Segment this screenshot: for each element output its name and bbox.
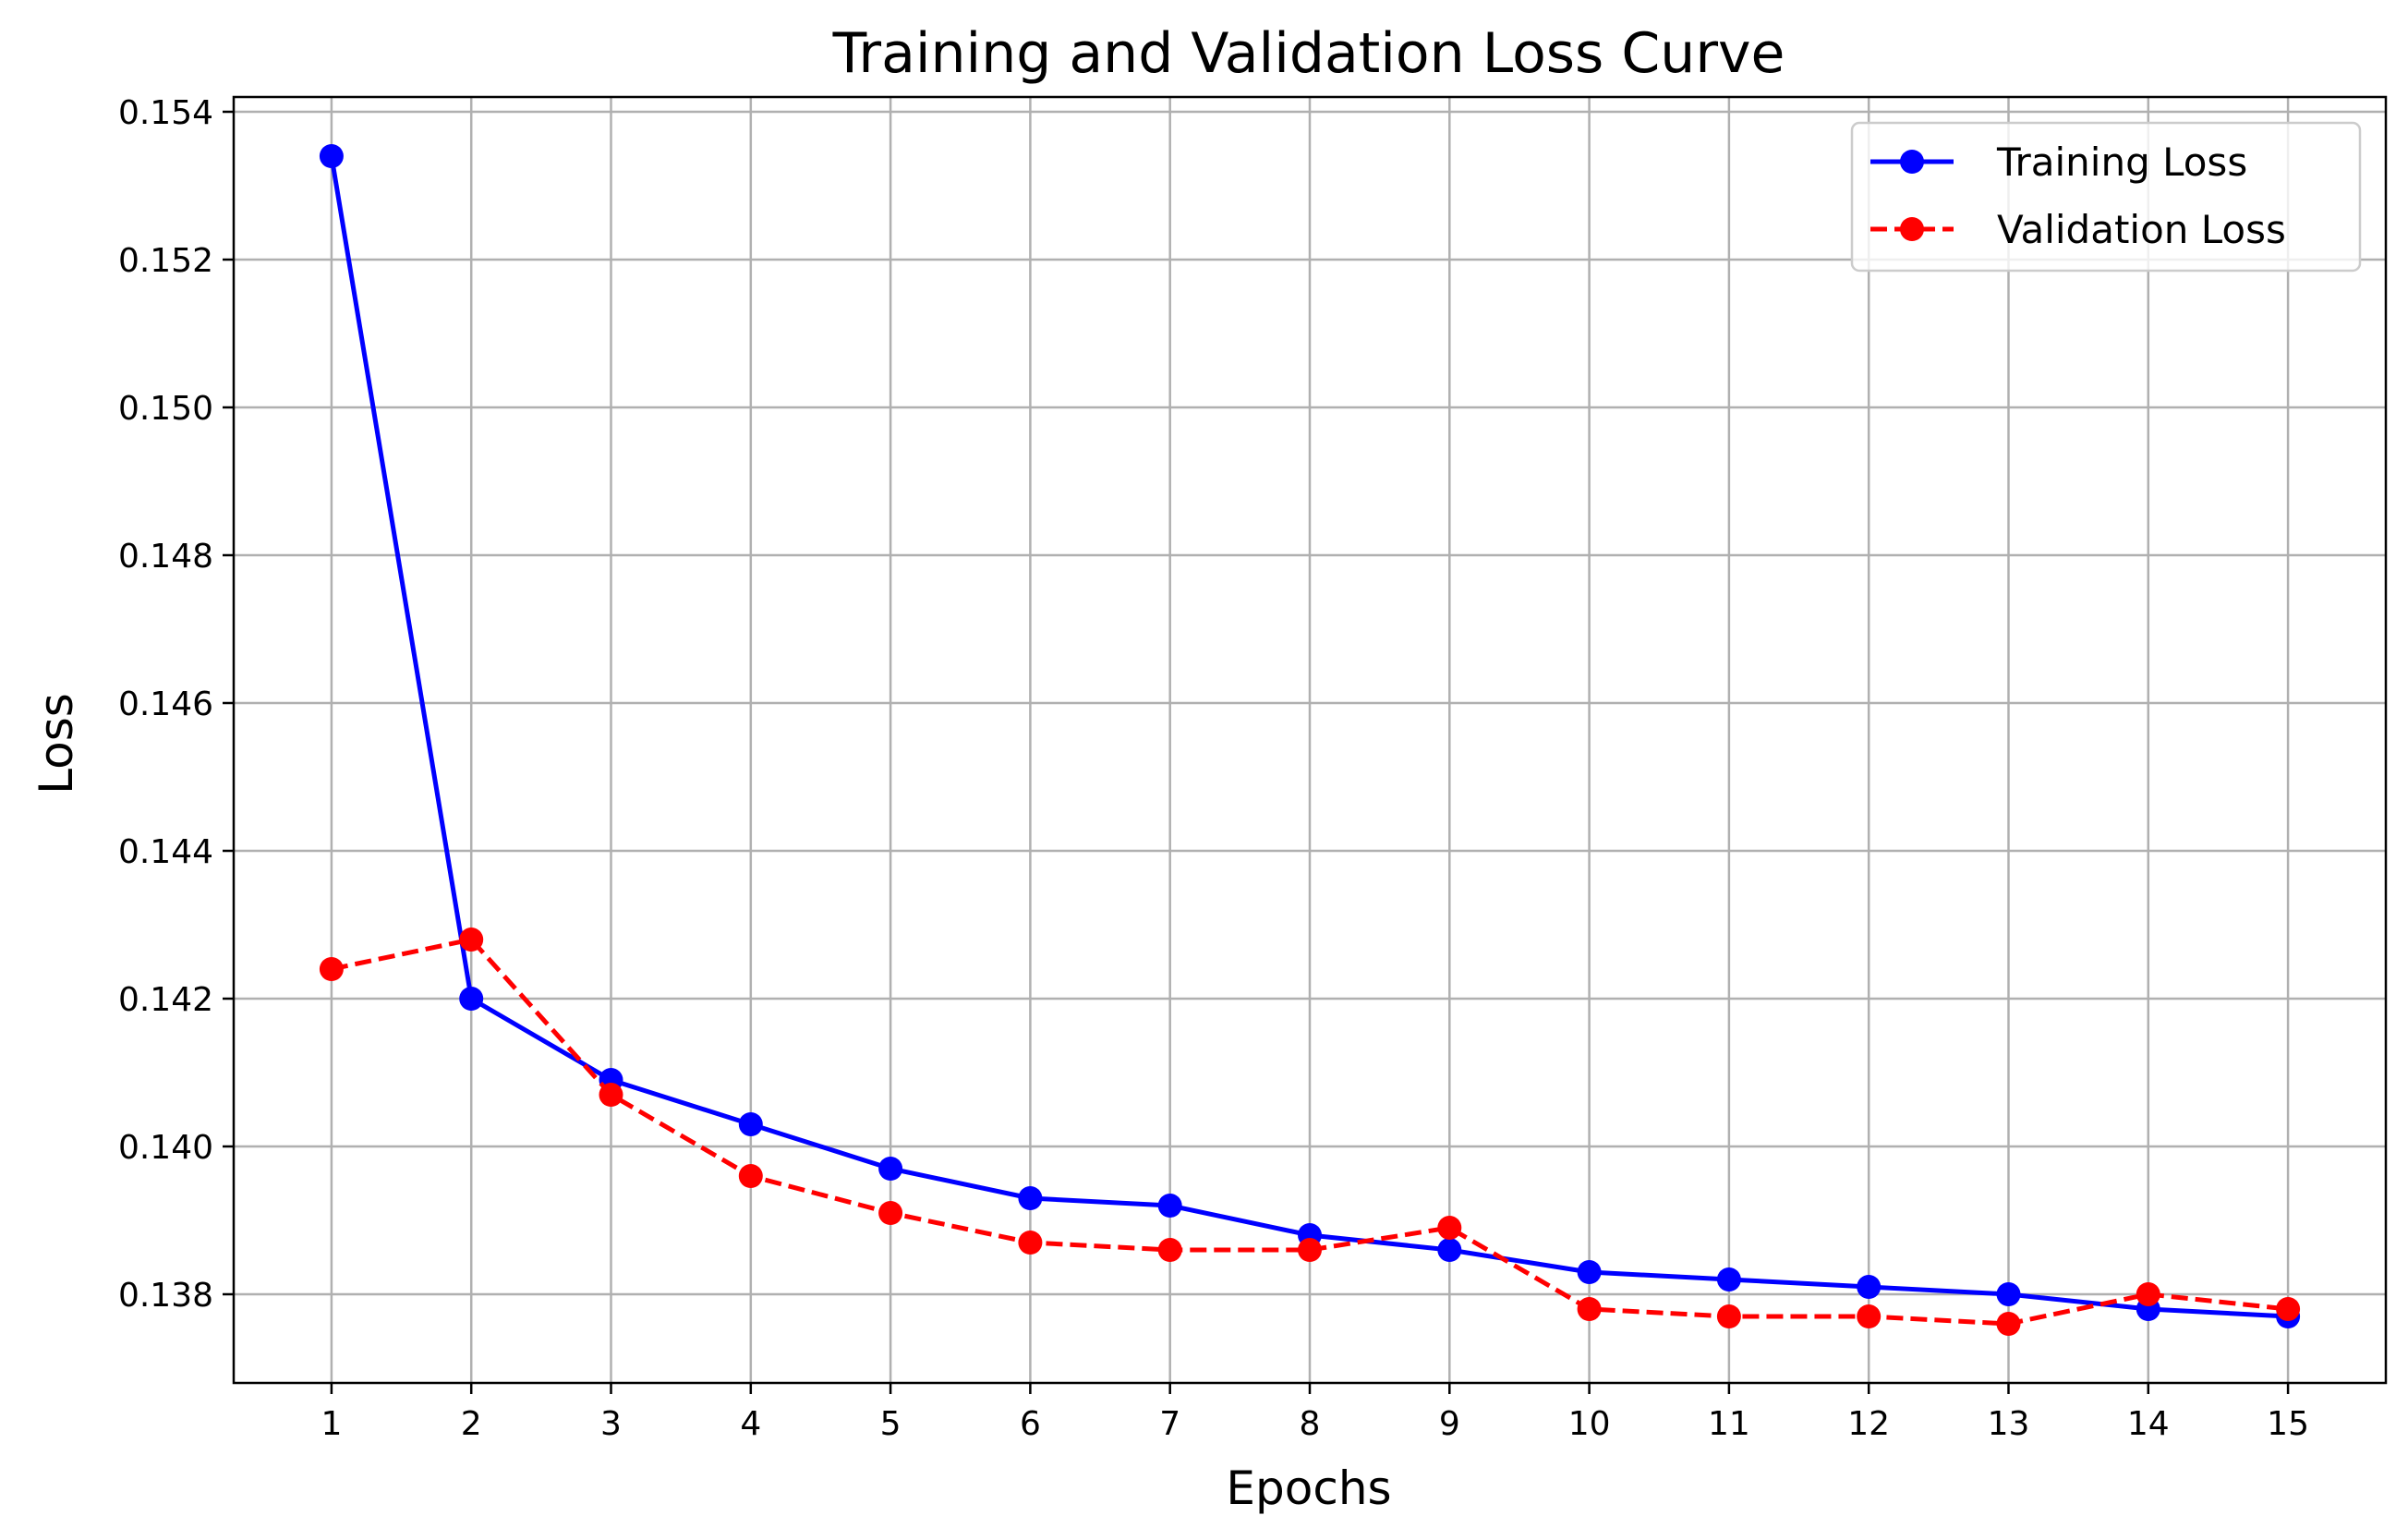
validation-loss-point [878,1201,903,1225]
y-tick-label: 0.138 [118,1277,213,1315]
validation-loss-point [1996,1312,2021,1336]
y-tick-label: 0.142 [118,981,213,1019]
training-loss-point [459,987,484,1011]
x-tick-label: 8 [1300,1405,1321,1443]
training-loss-point [738,1112,763,1136]
validation-loss-point [2136,1282,2160,1306]
training-loss-legend-label: Training Loss [1996,139,2247,185]
x-tick-label: 15 [2267,1405,2309,1443]
training-loss-point [878,1157,903,1181]
x-tick-label: 5 [880,1405,901,1443]
y-tick-label: 0.144 [118,833,213,871]
validation-loss-point [459,928,484,952]
validation-loss-point [599,1083,623,1107]
x-tick-label: 2 [461,1405,482,1443]
validation-loss-point [1018,1231,1043,1255]
y-axis-label: Loss [30,693,83,794]
x-tick-label: 11 [1708,1405,1750,1443]
x-tick-label: 7 [1159,1405,1180,1443]
y-tick-label: 0.152 [118,242,213,280]
training-loss-point [1018,1186,1043,1210]
y-tick-label: 0.150 [118,390,213,428]
training-loss-point [1577,1260,1602,1284]
training-loss-point [1437,1238,1462,1262]
validation-loss-point [1857,1304,1882,1328]
x-tick-label: 14 [2127,1405,2170,1443]
x-tick-label: 3 [600,1405,622,1443]
y-tick-label: 0.148 [118,538,213,576]
y-tick-label: 0.146 [118,685,213,723]
series-layer [319,144,2301,1336]
validation-loss-point [319,957,344,981]
training-loss-point [1157,1194,1182,1218]
x-tick-label: 12 [1847,1405,1890,1443]
x-tick-label: 6 [1020,1405,1041,1443]
x-tick-label: 1 [321,1405,342,1443]
training-loss-point [1716,1267,1741,1291]
x-tick-label: 4 [740,1405,761,1443]
x-tick-label: 10 [1568,1405,1611,1443]
x-tick-label: 9 [1439,1405,1460,1443]
validation-loss-series [319,928,2301,1336]
legend: Training Loss Validation Loss [1850,121,2362,273]
validation-loss-legend-label: Validation Loss [1997,207,2286,252]
validation-loss-point [1716,1304,1741,1328]
validation-loss-point [1298,1238,1322,1262]
y-tick-label: 0.140 [118,1129,213,1167]
axis-ticks: 1 2 3 4 5 6 7 8 9 10 11 12 13 14 150.1380.1400.1420.14… [118,94,2309,1443]
validation-loss-legend-marker [1900,217,1924,241]
validation-loss-point [738,1164,763,1188]
validation-loss-point [2276,1297,2301,1321]
grid-lines [234,97,2386,1383]
training-loss-point [1857,1275,1882,1299]
validation-loss-point [1157,1238,1182,1262]
x-axis-label: Epochs [1226,1461,1391,1515]
validation-loss-line [331,937,2289,1327]
training-loss-point [319,144,344,168]
legend-box [1850,121,2362,273]
training-loss-legend-marker [1900,150,1924,174]
chart-title: Training and Validation Loss Curve [832,21,1785,86]
validation-loss-point [1577,1297,1602,1321]
training-loss-point [1996,1282,2021,1306]
validation-loss-point [1437,1216,1462,1240]
x-tick-label: 13 [1988,1405,2030,1443]
y-tick-label: 0.154 [118,94,213,132]
